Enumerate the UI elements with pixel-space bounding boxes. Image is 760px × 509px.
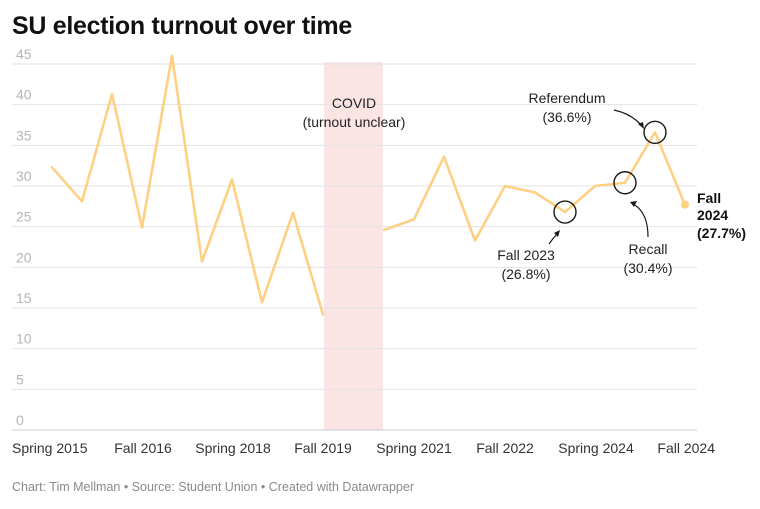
highlight-circle: [643, 120, 667, 145]
annotation-fall-2023-value: (26.8%): [501, 266, 550, 282]
grid: [12, 63, 697, 431]
turnout-line-segment: [50, 54, 325, 316]
annotation-recall-label: Recall: [629, 241, 668, 257]
annotation-referendum-arrow: [613, 109, 643, 127]
y-tick-labels: 0 5 10 15 20 25 30 35 40 45: [16, 46, 32, 428]
annotation-referendum-value: (36.6%): [542, 109, 591, 125]
annotations: Fall 2023 (26.8%) Recall (30.4%) Referendum (…: [497, 90, 746, 282]
chart-title: SU election turnout over time: [12, 12, 352, 40]
x-tick-label: Fall 2016: [114, 440, 172, 456]
end-label-line1: Fall: [697, 190, 721, 206]
x-tick-label: Spring 2024: [558, 440, 634, 456]
annotation-recall-value: (30.4%): [623, 260, 672, 276]
y-tick-label: 5: [16, 371, 24, 387]
y-tick-label: 10: [16, 331, 32, 347]
y-tick-label: 40: [16, 87, 32, 103]
annotation-recall-arrow-head: [630, 201, 637, 207]
y-tick-label: 30: [16, 168, 32, 184]
end-label-value: (27.7%): [697, 225, 746, 241]
end-label-line2: 2024: [697, 207, 728, 223]
x-tick-label: Spring 2021: [376, 440, 452, 456]
x-tick-label: Fall 2019: [294, 440, 352, 456]
y-tick-label: 35: [16, 127, 32, 143]
annotation-recall-arrow: [632, 203, 649, 238]
y-tick-label: 45: [16, 46, 32, 62]
y-tick-label: 15: [16, 290, 32, 306]
y-tick-label: 25: [16, 209, 32, 225]
turnout-series: [50, 54, 689, 316]
highlight-circle: [553, 200, 577, 224]
covid-label-line1: COVID: [332, 95, 376, 111]
x-tick-label: Fall 2022: [476, 440, 534, 456]
y-tick-label: 20: [16, 249, 32, 265]
x-tick-label: Spring 2015: [12, 440, 88, 456]
x-tick-label: Fall 2024: [657, 440, 715, 456]
y-tick-label: 0: [16, 412, 24, 428]
highlight-circle: [613, 171, 637, 195]
turnout-line-segment: [382, 131, 687, 242]
covid-label-line2: (turnout unclear): [303, 114, 406, 130]
end-point: [681, 200, 689, 209]
chart-footer: Chart: Tim Mellman • Source: Student Uni…: [12, 480, 414, 494]
annotation-fall-2023-arrow-head: [554, 230, 560, 237]
x-tick-label: Spring 2018: [195, 440, 271, 456]
covid-shaded-region: [324, 62, 383, 430]
annotation-referendum-label: Referendum: [528, 90, 605, 106]
annotation-referendum-arrow-head: [638, 122, 644, 129]
x-tick-labels: Spring 2015 Fall 2016 Spring 2018 Fall 2019…: [12, 440, 715, 456]
annotation-fall-2023-label: Fall 2023: [497, 247, 555, 263]
